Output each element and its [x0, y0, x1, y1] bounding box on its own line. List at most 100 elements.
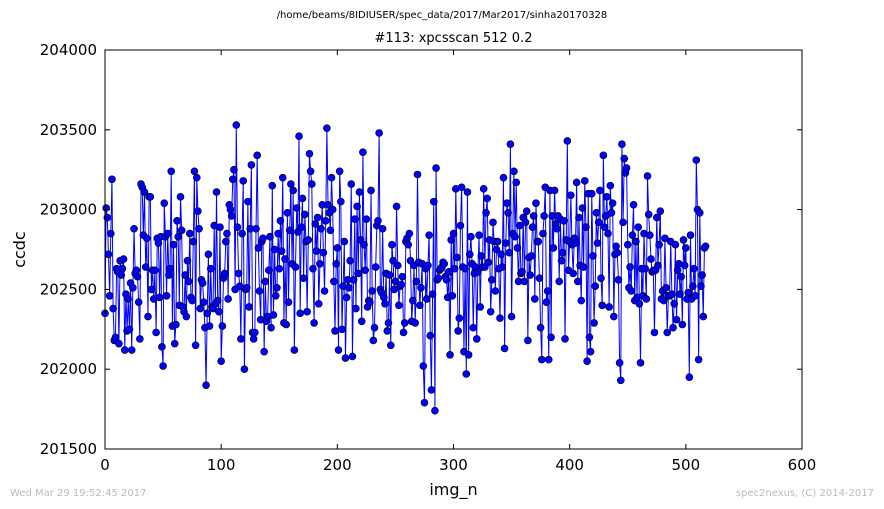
data-point	[550, 186, 559, 195]
data-point	[483, 194, 491, 203]
data-point	[130, 224, 138, 233]
data-point	[553, 224, 561, 233]
data-point	[367, 186, 375, 195]
data-point	[215, 307, 223, 316]
data-point	[432, 164, 440, 172]
data-point	[267, 323, 275, 332]
data-point	[603, 193, 611, 201]
data-point	[212, 188, 221, 196]
data-point	[491, 287, 500, 295]
data-point	[304, 236, 313, 244]
data-point	[328, 205, 337, 214]
data-point	[213, 296, 222, 305]
data-point	[672, 315, 681, 324]
data-point	[316, 260, 324, 268]
data-point	[120, 346, 129, 354]
data-point	[251, 328, 259, 337]
data-point	[355, 188, 364, 196]
data-point	[169, 240, 178, 249]
axis-layer: 0 100 200 300 400 500 600 201500 202000 202500 203…	[40, 41, 817, 474]
data-point	[379, 293, 388, 302]
data-point	[152, 328, 160, 337]
data-point	[462, 370, 471, 378]
data-point	[254, 244, 263, 252]
data-point	[167, 167, 176, 176]
data-point	[353, 202, 361, 211]
data-point	[479, 185, 488, 193]
data-point	[555, 277, 564, 286]
data-point	[194, 207, 202, 215]
data-point	[269, 311, 278, 319]
data-point	[522, 207, 531, 215]
data-point	[320, 287, 329, 295]
data-point	[464, 351, 473, 359]
data-point	[274, 229, 282, 238]
data-point	[526, 271, 534, 279]
data-point	[544, 355, 553, 364]
data-point	[319, 248, 328, 257]
data-point	[450, 264, 459, 273]
data-point	[571, 239, 580, 247]
data-point	[488, 276, 496, 284]
y-axis-label: ccdc	[10, 231, 29, 268]
data-point	[184, 277, 193, 286]
data-point	[573, 277, 582, 286]
data-point	[592, 208, 601, 217]
data-point	[323, 124, 331, 132]
data-point	[159, 362, 167, 370]
data-point	[299, 274, 308, 283]
y-tick-label: 203000	[40, 201, 97, 219]
data-point	[692, 156, 701, 164]
data-point	[386, 341, 395, 350]
data-point	[370, 323, 379, 332]
data-point	[448, 291, 457, 300]
data-point	[295, 132, 303, 140]
data-point	[652, 213, 661, 222]
data-point	[317, 224, 325, 233]
data-point	[129, 283, 137, 292]
data-point	[684, 288, 692, 297]
data-point	[590, 319, 598, 327]
data-point	[273, 283, 281, 292]
data-point	[249, 335, 258, 343]
data-point	[679, 236, 688, 244]
data-point	[310, 319, 318, 327]
data-point	[673, 266, 682, 275]
data-point	[528, 223, 537, 231]
data-point	[429, 197, 438, 206]
data-point	[453, 253, 461, 262]
data-point	[202, 381, 210, 389]
footer-credit: spec2nexus, (C) 2014-2017	[735, 488, 874, 499]
data-point	[292, 204, 301, 212]
file-path-title: /home/beams/8IDIUSER/spec_data/2017/Mar2…	[276, 10, 608, 21]
data-point	[497, 250, 505, 259]
data-point	[284, 298, 293, 306]
data-point	[412, 277, 421, 286]
data-point	[105, 291, 114, 300]
data-point	[314, 299, 323, 308]
data-point	[467, 232, 475, 241]
data-point	[670, 299, 679, 308]
data-point	[539, 229, 547, 238]
data-point	[238, 229, 246, 238]
data-point	[359, 148, 367, 156]
data-point	[127, 346, 136, 354]
data-point	[520, 277, 529, 286]
data-point	[472, 335, 481, 343]
x-axis-label: img_n	[429, 480, 477, 500]
data-point	[196, 304, 205, 313]
data-point	[688, 282, 697, 291]
data-point	[501, 239, 510, 247]
data-point	[285, 226, 294, 235]
data-point	[332, 260, 340, 268]
data-point	[341, 354, 350, 362]
data-point	[111, 333, 120, 342]
data-point	[306, 167, 315, 176]
data-point	[155, 293, 164, 302]
data-point	[506, 140, 515, 148]
data-point	[454, 327, 462, 335]
data-point	[626, 263, 634, 271]
data-point	[220, 269, 229, 278]
data-point	[662, 283, 670, 292]
